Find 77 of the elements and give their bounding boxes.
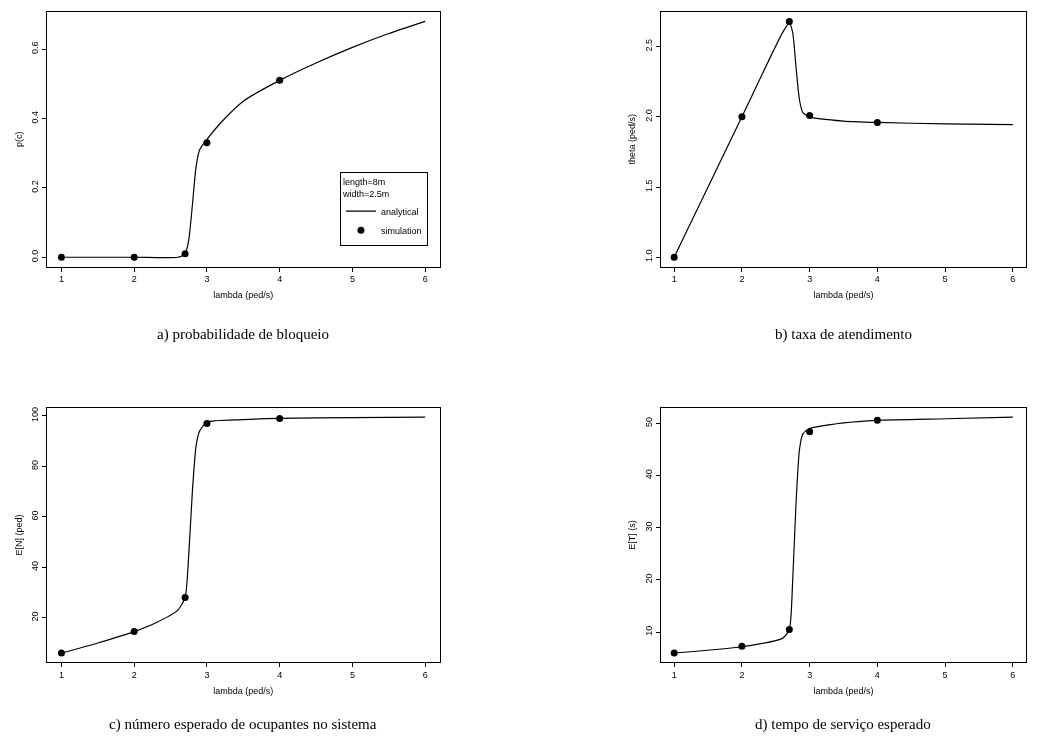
- point: [738, 642, 746, 650]
- legend-label: simulation: [380, 225, 422, 236]
- y-tick-label: 20: [30, 611, 41, 622]
- point: [806, 111, 814, 119]
- x-tick-label: 1: [671, 670, 677, 681]
- point: [203, 139, 211, 147]
- point: [806, 428, 814, 436]
- point: [181, 594, 189, 602]
- y-tick-label: 20: [644, 573, 655, 584]
- point: [57, 649, 65, 657]
- legend-title: length=8m width=2.5m: [341, 176, 390, 199]
- point: [276, 76, 284, 84]
- point: [181, 250, 189, 258]
- x-tick-label: 1: [58, 670, 64, 681]
- y-tick-label: 60: [30, 510, 41, 521]
- point: [873, 416, 881, 424]
- x-tick-label: 5: [349, 670, 355, 681]
- x-axis-title: lambda (ped/s): [213, 290, 274, 301]
- y-axis-title: E[T] (s): [627, 520, 638, 550]
- text: d) tempo de serviço esperado: [755, 716, 931, 733]
- text: c) número esperado de ocupantes no sistema: [109, 716, 377, 733]
- point: [203, 419, 211, 427]
- x-tick-label: 6: [422, 274, 428, 285]
- point: [785, 17, 793, 25]
- x-tick-label: 1: [671, 274, 677, 285]
- y-tick-label: 10: [644, 625, 655, 636]
- y-tick-label: 50: [644, 417, 655, 428]
- x-tick-label: 3: [807, 670, 813, 681]
- x-tick-label: 2: [739, 670, 745, 681]
- x-axis-title: lambda (ped/s): [813, 685, 874, 696]
- legend-label: analytical: [380, 206, 419, 217]
- x-tick-label: 3: [204, 274, 210, 285]
- x-tick-label: 6: [1010, 670, 1016, 681]
- x-tick-label: 6: [1010, 274, 1016, 285]
- y-tick-label: 1.5: [644, 179, 655, 192]
- y-tick-label: 0.4: [30, 110, 41, 124]
- y-tick-label: 2.0: [644, 109, 655, 122]
- y-tick-label: 80: [30, 459, 41, 470]
- y-tick-label: 40: [30, 560, 41, 571]
- y-tick-label: 0.0: [30, 249, 41, 263]
- y-tick-label: 30: [644, 521, 655, 532]
- point: [873, 118, 881, 126]
- point: [670, 253, 678, 261]
- x-tick-label: 4: [874, 274, 880, 285]
- x-tick-label: 5: [349, 274, 355, 285]
- x-tick-label: 4: [277, 670, 283, 681]
- x-axis-title: lambda (ped/s): [813, 290, 874, 301]
- y-tick-label: 40: [644, 469, 655, 480]
- text: a) probabilidade de bloqueio: [157, 326, 330, 343]
- point: [130, 253, 138, 261]
- y-tick-label: 0.2: [30, 180, 41, 193]
- x-tick-label: 3: [807, 274, 813, 285]
- x-tick-label: 3: [204, 670, 210, 681]
- point: [670, 649, 678, 657]
- x-tick-label: 2: [739, 274, 745, 285]
- y-tick-label: 0.6: [30, 41, 41, 55]
- x-tick-label: 1: [58, 274, 64, 285]
- point: [57, 253, 65, 261]
- y-axis-title: p(c): [13, 131, 24, 148]
- y-tick-label: 1.0: [644, 249, 655, 263]
- point: [276, 414, 284, 422]
- point: [785, 626, 793, 634]
- point: [738, 113, 746, 121]
- x-tick-label: 2: [131, 670, 137, 681]
- y-tick-label: 2.5: [644, 39, 655, 52]
- x-tick-label: 5: [942, 670, 948, 681]
- y-tick-label: 100: [30, 407, 41, 423]
- x-tick-label: 5: [942, 274, 948, 285]
- y-axis-title: E[N] (ped): [13, 514, 24, 556]
- text: b) taxa de atendimento: [775, 326, 913, 343]
- x-tick-label: 4: [277, 274, 283, 285]
- x-axis-title: lambda (ped/s): [213, 685, 274, 696]
- x-tick-label: 2: [131, 274, 137, 285]
- x-tick-label: 6: [422, 670, 428, 681]
- point: [130, 628, 138, 636]
- y-axis-title: theta (ped/s): [627, 114, 638, 165]
- x-tick-label: 4: [874, 670, 880, 681]
